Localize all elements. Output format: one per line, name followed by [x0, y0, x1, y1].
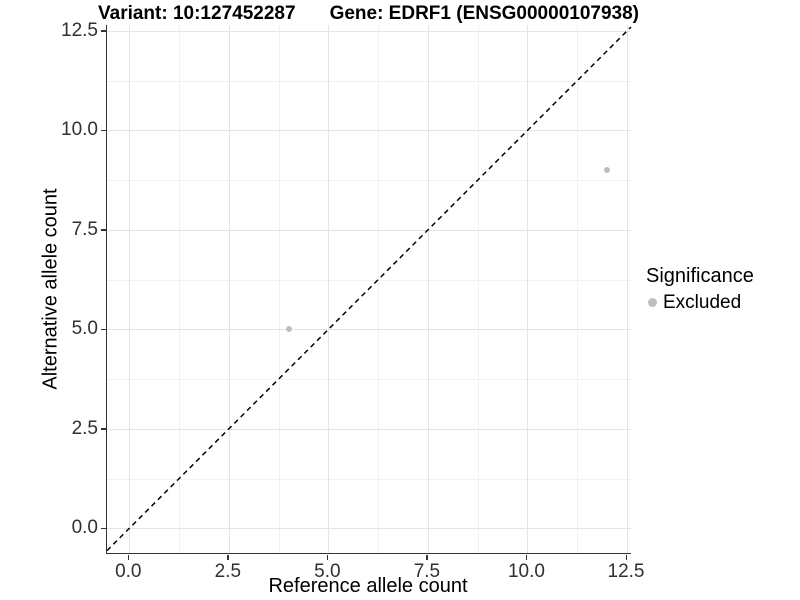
grid-major-vertical: [328, 25, 330, 553]
grid-major-horizontal: [107, 428, 631, 430]
grid-minor-vertical: [179, 25, 181, 553]
grid-major-vertical: [627, 25, 629, 553]
identity-dashed-line: [107, 25, 631, 553]
y-tick-mark: [101, 527, 106, 530]
y-tick-label: 2.5: [71, 417, 98, 439]
y-tick-label: 5.0: [71, 318, 98, 340]
grid-minor-vertical: [378, 25, 380, 553]
plot-title: Variant: 10:127452287 Gene: EDRF1 (ENSG0…: [98, 3, 639, 25]
x-tick-label: 0.0: [115, 561, 142, 582]
grid-minor-horizontal: [107, 80, 631, 82]
y-tick-label: 10.0: [61, 119, 98, 141]
grid-minor-horizontal: [107, 478, 631, 480]
x-tick-mark: [525, 554, 528, 560]
data-point: [285, 326, 292, 333]
grid-major-horizontal: [107, 329, 631, 331]
x-tick-mark: [625, 554, 628, 560]
legend-dot-icon: [648, 298, 657, 307]
grid-major-horizontal: [107, 30, 631, 32]
legend-entry-excluded: Excluded: [646, 291, 754, 314]
x-tick-mark: [127, 554, 130, 560]
grid-minor-horizontal: [107, 379, 631, 381]
grid-minor-horizontal: [107, 180, 631, 182]
grid-major-vertical: [228, 25, 230, 553]
y-tick-label: 12.5: [61, 19, 98, 41]
grid-minor-vertical: [477, 25, 479, 553]
grid-major-horizontal: [107, 229, 631, 231]
grid-minor-vertical: [577, 25, 579, 553]
grid-major-vertical: [527, 25, 529, 553]
plot-title-gene: Gene: EDRF1 (ENSG00000107938): [329, 3, 639, 24]
x-tick-mark: [326, 554, 329, 560]
grid-minor-horizontal: [107, 279, 631, 281]
x-tick-label: 10.0: [507, 561, 545, 582]
y-tick-mark: [101, 129, 106, 132]
y-tick-label: 7.5: [71, 218, 98, 240]
legend-entry-label: Excluded: [663, 292, 742, 313]
x-axis-title: Reference allele count: [268, 575, 468, 597]
y-tick-mark: [101, 30, 106, 32]
legend-title: Significance: [646, 265, 754, 287]
y-tick-mark: [101, 328, 106, 331]
grid-major-vertical: [129, 25, 131, 553]
y-tick-mark: [101, 428, 106, 430]
x-tick-label: 5.0: [314, 561, 341, 582]
x-tick-label: 2.5: [214, 561, 242, 582]
grid-minor-vertical: [278, 25, 280, 553]
plot-title-variant: Variant: 10:127452287: [98, 3, 296, 24]
grid-major-horizontal: [107, 130, 631, 132]
x-tick-label: 12.5: [607, 561, 645, 582]
x-tick-label: 7.5: [413, 561, 441, 582]
y-tick-label: 0.0: [71, 517, 98, 539]
grid-major-vertical: [427, 25, 429, 553]
y-tick-mark: [101, 229, 106, 231]
plot-panel: [106, 25, 631, 554]
data-point: [604, 167, 611, 174]
x-tick-mark: [426, 554, 428, 560]
x-tick-mark: [227, 554, 229, 560]
legend: Significance Excluded: [646, 264, 754, 314]
grid-major-horizontal: [107, 528, 631, 530]
